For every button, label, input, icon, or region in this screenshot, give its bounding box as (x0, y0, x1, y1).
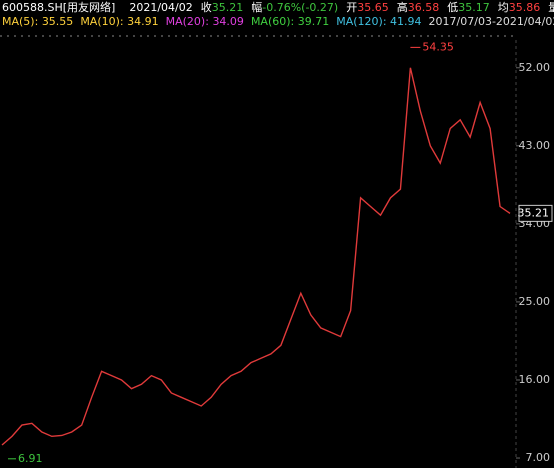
ma-label: MA(10): (80, 15, 127, 28)
stock-title: 600588.SH[用友网络] (2, 0, 115, 14)
quote-label: 开 (346, 1, 357, 14)
ma-label: MA(5): (2, 15, 42, 28)
ma-label: MA(20): (166, 15, 213, 28)
quote-label: 高 (397, 0, 408, 14)
quote-value: 35.21 (212, 1, 244, 14)
ma-label: MA(60): (251, 15, 298, 28)
quote-label: 均 (498, 1, 509, 14)
price-line (1, 67, 511, 446)
quote-value: 35.17 (458, 1, 490, 14)
y-tick-label: 52.00 (519, 61, 551, 74)
last-price-label: 35.21 (518, 206, 550, 219)
date: 2021/04/02 (129, 1, 192, 14)
quote-label: 收 (201, 0, 212, 14)
y-tick-label: 7.00 (526, 451, 551, 464)
ma-value: 41.94 (390, 15, 422, 28)
ma-value: 35.55 (42, 15, 74, 28)
quote-label: 量 (548, 1, 554, 14)
y-tick-label: 25.00 (519, 295, 551, 308)
min-label: 6.91 (18, 452, 43, 465)
quote-value: 36.58 (408, 1, 440, 14)
y-tick-label: 16.00 (519, 373, 551, 386)
y-tick-label: 43.00 (519, 139, 551, 152)
header-line: 600588.SH[用友网络] 2021/04/02 收35.21 幅-0.76%(-… (2, 0, 554, 14)
date-range: 2017/07/03-2021/04/02(913日) (429, 15, 554, 28)
quote-value: 35.86 (509, 1, 541, 14)
ma-value: 39.71 (298, 15, 330, 28)
ma-value: 34.91 (127, 15, 159, 28)
max-label: 54.35 (422, 40, 454, 53)
quote-label: 低 (447, 1, 458, 14)
quote-label: 幅 (251, 1, 262, 14)
quote-value: 35.65 (357, 1, 389, 14)
quote-value: -0.76%(-0.27) (262, 1, 338, 14)
ma-value: 34.09 (212, 15, 244, 28)
ma-label: MA(120): (336, 15, 390, 28)
last-price-box (518, 204, 553, 222)
ma-line: MA(5): 35.55 MA(10): 34.91 MA(20): 34.09 MA… (2, 15, 554, 28)
